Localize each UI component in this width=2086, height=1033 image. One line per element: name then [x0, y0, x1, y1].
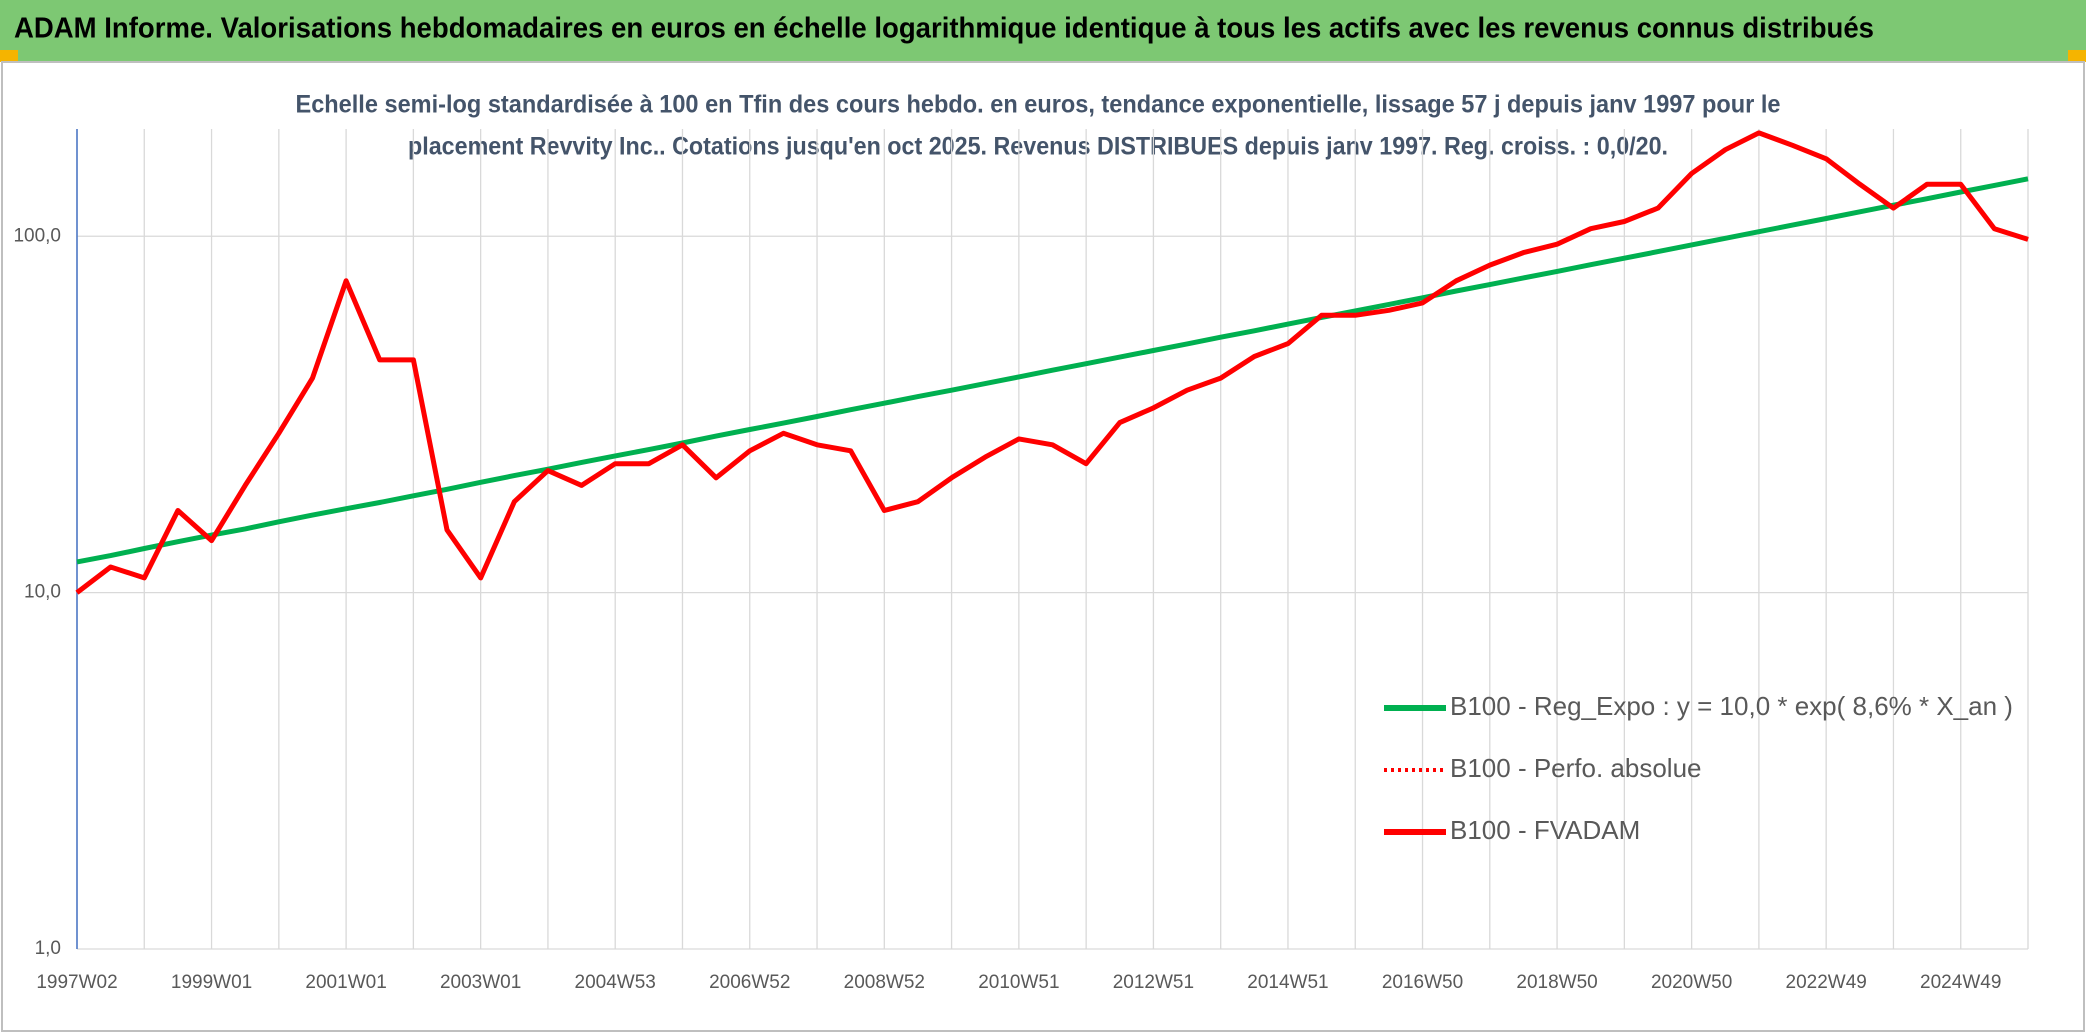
- x-tick-label: 2010W51: [978, 972, 1059, 993]
- x-tick-label: 2024W49: [1920, 972, 2001, 993]
- x-tick-label: 2016W50: [1382, 972, 1463, 993]
- legend-label: B100 - Perfo. absolue: [1450, 753, 1702, 783]
- x-tick-label: 1997W02: [36, 972, 117, 993]
- series-line: [76, 176, 2029, 565]
- x-tick-label: 2012W51: [1113, 972, 1194, 993]
- corner: [0, 50, 18, 62]
- x-tick-label: 2003W01: [440, 972, 521, 993]
- x-tick-label: 2020W50: [1651, 972, 1732, 993]
- corner: [2068, 50, 2086, 62]
- x-tick-label: 2001W01: [305, 972, 386, 993]
- series-line: [75, 130, 2029, 595]
- x-tick-label: 2008W52: [844, 972, 925, 993]
- subtitle: placement Revvity Inc.. Cotations jusqu'…: [408, 133, 1668, 161]
- x-tick-label: 2022W49: [1786, 972, 1867, 993]
- title-bar: [0, 0, 2086, 62]
- y-tick-label: 100,0: [13, 225, 61, 246]
- y-tick-label: 1,0: [35, 938, 61, 959]
- frame: [1, 61, 2085, 1032]
- x-tick-label: 2006W52: [709, 972, 790, 993]
- subtitle: Echelle semi-log standardisée à 100 en T…: [296, 91, 1781, 119]
- x-tick-label: 1999W01: [171, 972, 252, 993]
- x-tick-label: 2004W53: [575, 972, 656, 993]
- x-tick-label: 2018W50: [1516, 972, 1597, 993]
- x-tick-label: 2014W51: [1247, 972, 1328, 993]
- chart-title: ADAM Informe. Valorisations hebdomadaire…: [14, 13, 1874, 45]
- y-tick-label: 10,0: [24, 582, 61, 603]
- legend-label: B100 - Reg_Expo : y = 10,0 * exp( 8,6% *…: [1450, 691, 2013, 721]
- legend-label: B100 - FVADAM: [1450, 815, 1640, 845]
